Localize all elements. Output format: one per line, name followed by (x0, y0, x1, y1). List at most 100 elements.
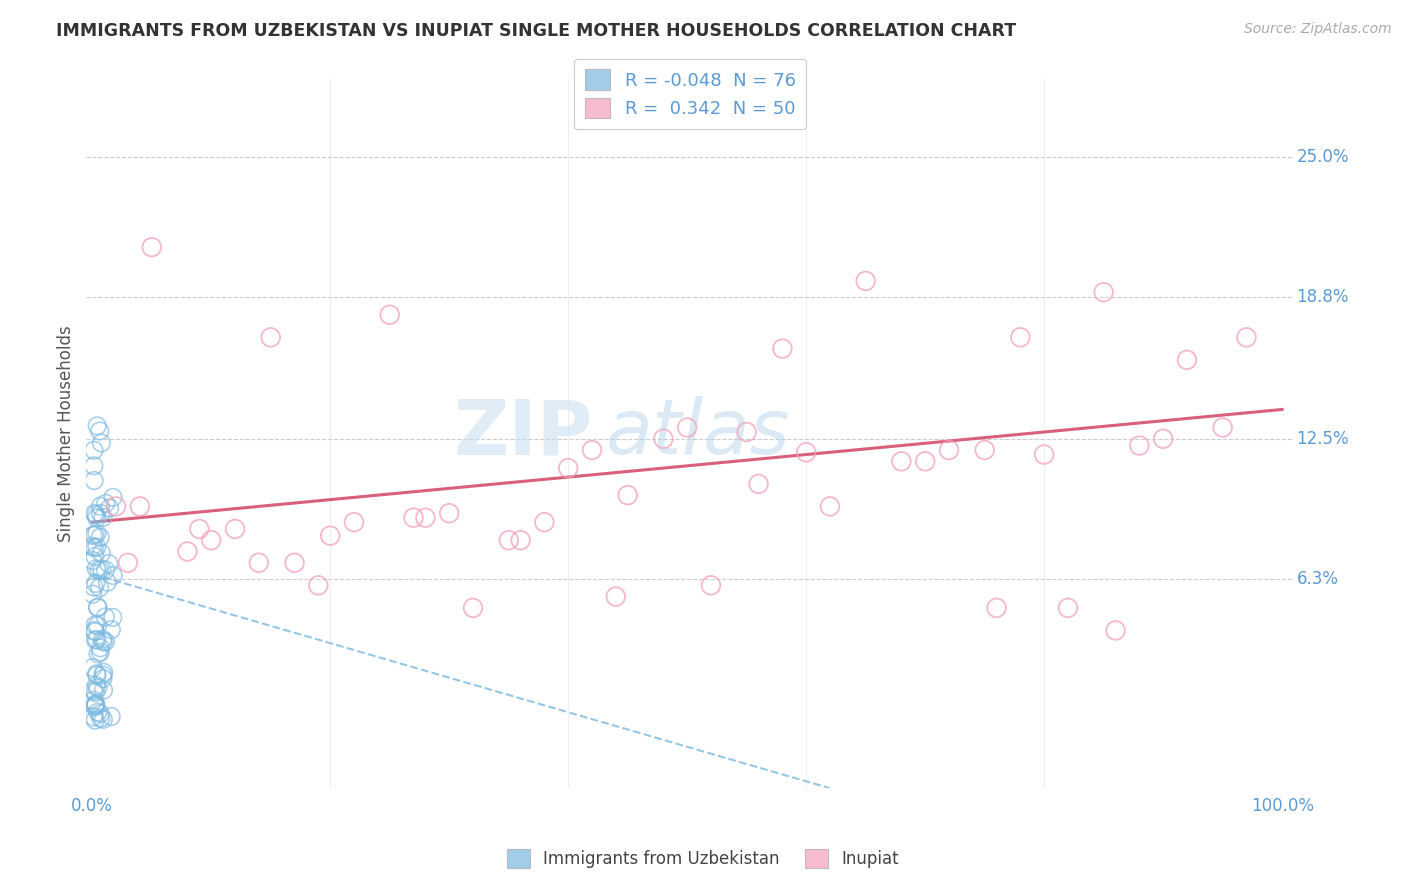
Point (986, 600, 1008, 615)
Point (93, 635, 115, 649)
Point (1010, 330, 1032, 344)
Point (84, 562, 107, 576)
Point (117, 556, 139, 570)
Point (83, 458, 105, 473)
Point (557, 461, 579, 475)
Text: atlas: atlas (606, 396, 790, 470)
Point (97, 557, 120, 571)
Point (90, 546, 112, 560)
Point (91, 510, 114, 524)
Point (914, 454, 936, 468)
Point (176, 544, 198, 558)
Point (105, 500, 128, 514)
Point (652, 432, 675, 446)
Point (94, 496, 117, 510)
Point (84, 685, 107, 699)
Point (84, 624, 107, 639)
Point (1236, 330, 1258, 344)
Point (86, 600, 108, 615)
Point (1175, 352, 1198, 367)
Point (84, 549, 107, 564)
Point (84, 713, 107, 727)
Point (415, 510, 437, 524)
Point (818, 500, 841, 514)
Point (735, 425, 758, 439)
Point (87, 647, 110, 661)
Point (90, 436, 112, 450)
Point (83, 474, 105, 488)
Point (87, 563, 110, 577)
Point (94, 563, 117, 577)
Point (84, 699, 107, 714)
Point (605, 590, 627, 604)
Point (319, 529, 342, 543)
Point (84, 576, 107, 591)
Legend: Immigrants from Uzbekistan, Inupiat: Immigrants from Uzbekistan, Inupiat (501, 842, 905, 875)
Point (89, 500, 111, 514)
Point (90, 507, 112, 521)
Point (200, 533, 222, 548)
Point (83, 528, 105, 542)
Point (82, 540, 104, 554)
Point (1212, 420, 1234, 434)
Point (86, 666, 108, 681)
Point (89, 581, 111, 595)
Point (83, 624, 105, 638)
Text: 25.0%: 25.0% (1296, 148, 1348, 166)
Point (93, 665, 115, 680)
Point (93, 683, 115, 698)
Point (83, 693, 105, 707)
Point (87, 600, 110, 615)
Point (498, 533, 520, 548)
Point (83, 541, 105, 555)
Text: Source: ZipAtlas.com: Source: ZipAtlas.com (1244, 22, 1392, 37)
Point (86, 511, 108, 525)
Point (1092, 285, 1115, 300)
Point (437, 506, 460, 520)
Point (84, 508, 107, 522)
Point (188, 522, 211, 536)
Point (89, 424, 111, 438)
Point (1128, 438, 1150, 452)
Point (83, 710, 105, 724)
Point (91, 712, 114, 726)
Point (82, 587, 104, 601)
Point (84, 617, 107, 632)
Point (247, 556, 270, 570)
Point (89, 640, 111, 655)
Point (100, 709, 122, 723)
Point (86, 540, 108, 554)
Point (748, 476, 770, 491)
Point (101, 610, 124, 624)
Point (770, 342, 793, 356)
Point (1033, 448, 1056, 462)
Point (581, 443, 603, 458)
Point (938, 443, 960, 458)
Text: 6.3%: 6.3% (1296, 570, 1339, 588)
Point (89, 706, 111, 721)
Point (84, 697, 107, 711)
Point (224, 522, 246, 536)
Point (100, 623, 122, 637)
Text: 12.5%: 12.5% (1296, 430, 1348, 448)
Point (141, 240, 163, 254)
Point (86, 618, 108, 632)
Point (94, 610, 117, 624)
Point (307, 578, 329, 592)
Point (98, 501, 121, 516)
Point (84, 632, 107, 647)
Point (96, 575, 118, 590)
Point (1104, 624, 1126, 638)
Point (84, 679, 107, 693)
Point (82, 660, 104, 674)
Point (402, 510, 425, 524)
Point (91, 672, 114, 686)
Text: 18.8%: 18.8% (1296, 288, 1348, 306)
Legend: R = -0.048  N = 76, R =  0.342  N = 50: R = -0.048 N = 76, R = 0.342 N = 50 (574, 59, 807, 129)
Point (616, 488, 638, 502)
Point (509, 533, 531, 548)
Point (128, 500, 150, 514)
Point (700, 578, 723, 592)
Point (794, 445, 817, 459)
Point (94, 634, 117, 648)
